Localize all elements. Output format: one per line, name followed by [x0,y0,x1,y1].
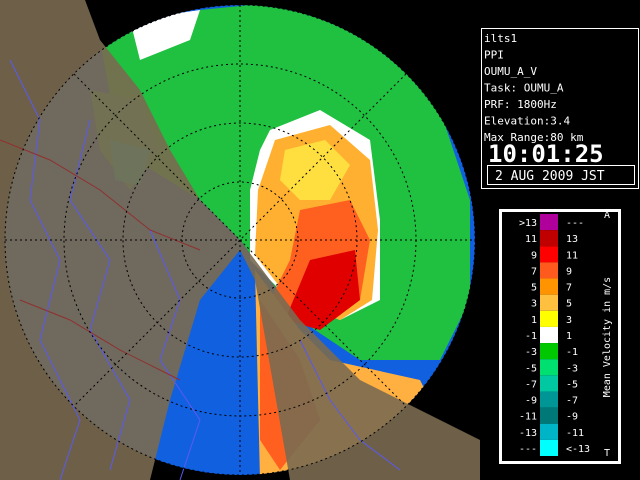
legend-high: 11 [566,250,578,261]
legend-low: -11 [519,412,537,423]
legend-low: -9 [525,396,537,407]
legend-low: 9 [531,250,537,261]
legend-high: <-13 [566,444,590,455]
legend-high: 5 [566,299,572,310]
legend-high: 7 [566,283,572,294]
legend-title: Mean Velocity in m/s [602,277,613,397]
clock-date: 2 AUG 2009 JST [495,169,605,184]
info-line: PRF: 1800Hz [484,98,557,111]
legend-swatch [540,246,558,263]
legend-low: 1 [531,315,537,326]
legend-swatch [540,230,558,247]
radar-map [0,0,480,480]
legend-low: --- [519,444,537,455]
legend-swatch [540,278,558,295]
legend-low: -1 [525,331,537,342]
legend-high: 1 [566,331,572,342]
legend-high: 13 [566,234,578,245]
legend-low: -13 [519,428,537,439]
legend-high: 3 [566,315,572,326]
legend-high: -9 [566,412,578,423]
range-rings [5,5,475,475]
legend-low: 5 [531,283,537,294]
legend-high: 9 [566,266,572,277]
legend-high: --- [566,218,584,229]
rivers [9,59,401,480]
legend-box [499,209,621,464]
borders [0,139,201,381]
legend-swatch [540,391,558,408]
legend-swatch [540,262,558,279]
legend-swatch [540,326,558,344]
info-line: Task: OUMU_A [484,82,564,95]
legend-high: -7 [566,396,578,407]
legend-low: 7 [531,266,537,277]
legend-bottom-mark: T [604,448,610,459]
legend-swatch [540,359,558,376]
legend-swatch [540,310,558,327]
info-panel [481,28,639,189]
legend-low: -5 [525,363,537,374]
legend-swatch [540,214,558,231]
legend-low: -3 [525,347,537,358]
legend-swatch [540,375,558,392]
legend-low: >13 [519,218,537,229]
info-line: Elevation:3.4 [484,115,570,128]
info-line: PPI [484,49,504,62]
legend-swatch [540,423,558,440]
clock-time: 10:01:25 [488,140,604,168]
legend-high: -1 [566,347,578,358]
legend-low: 11 [525,234,537,245]
legend-swatch [540,439,558,456]
legend-high: -5 [566,379,578,390]
legend-high: -3 [566,363,578,374]
date-box [487,165,635,185]
legend-high: -11 [566,428,584,439]
legend-low: -7 [525,379,537,390]
legend-swatch [540,407,558,424]
info-line: OUMU_A_V [484,65,537,78]
legend-swatch [540,343,558,360]
legend-low: 3 [531,299,537,310]
legend-swatch [540,294,558,311]
info-line: ilts1 [484,32,517,45]
legend-top-mark: A [604,210,610,221]
info-line: Max Range:80 km [484,131,584,144]
